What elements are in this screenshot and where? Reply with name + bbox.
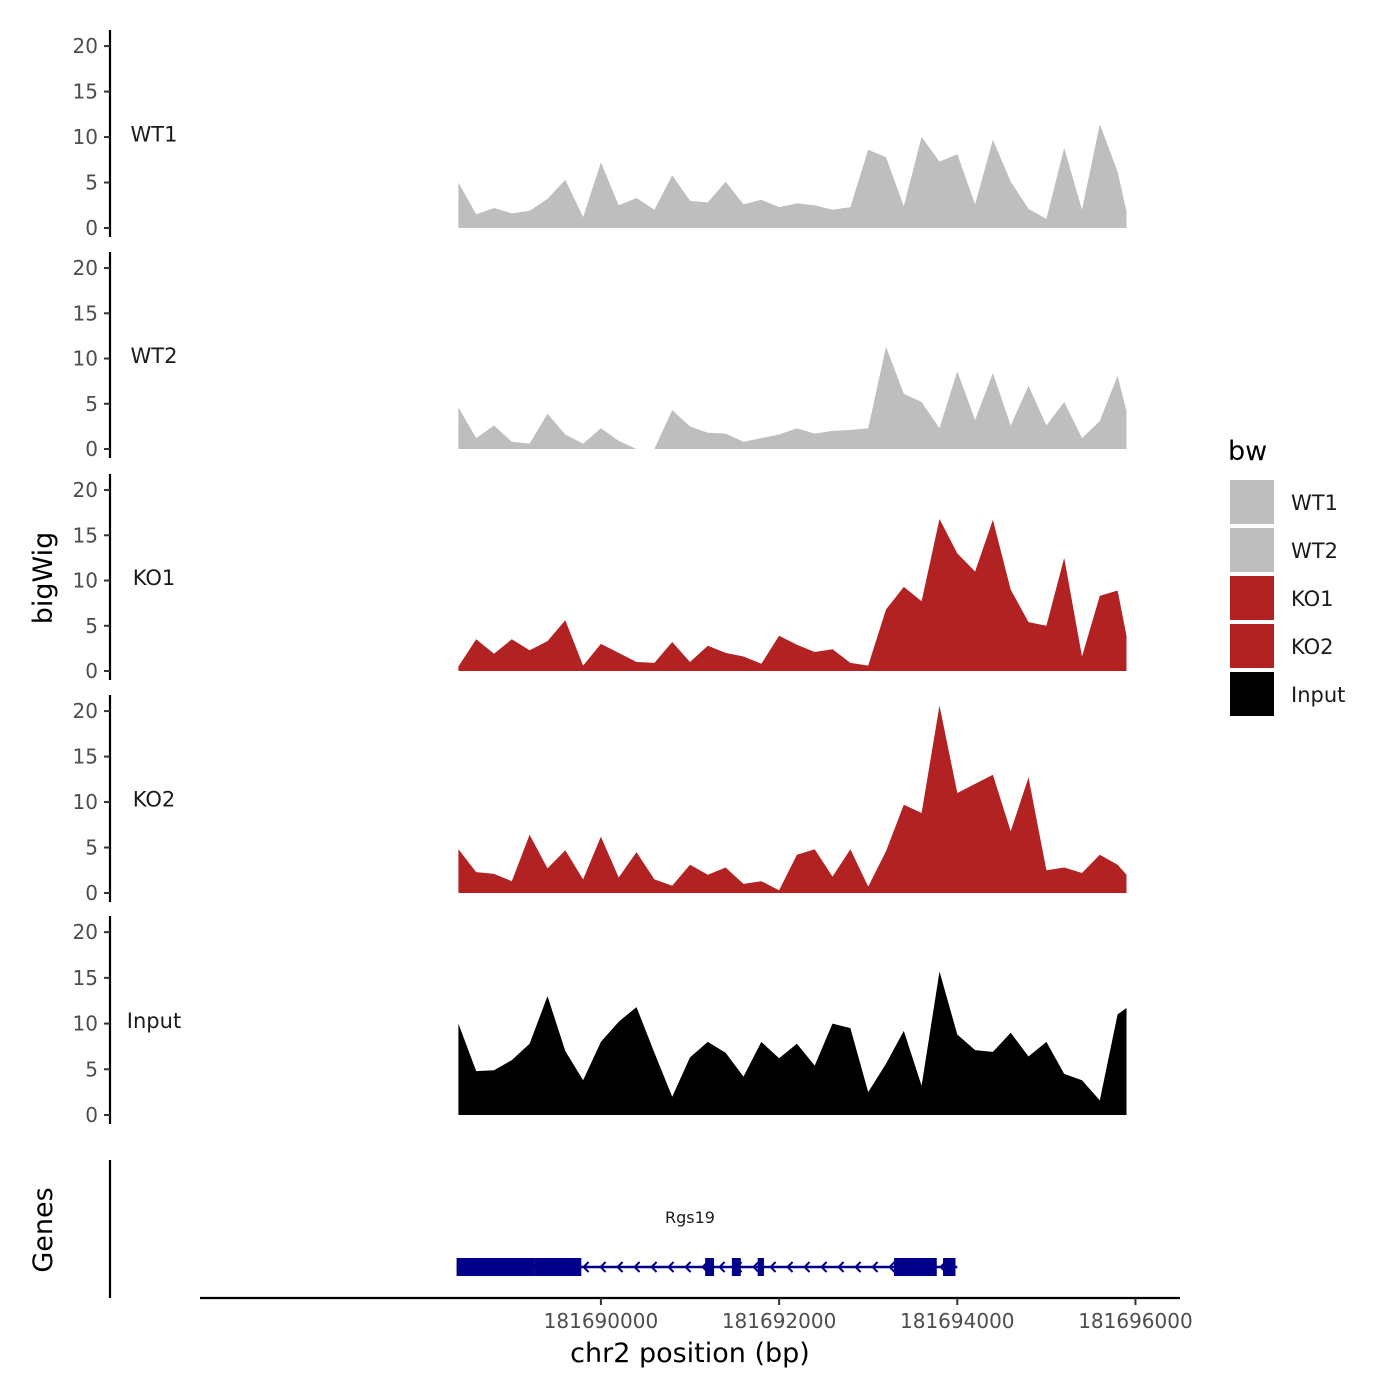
track-wt1: 0 5 10 15 20 WT1 (73, 30, 1127, 240)
strand-arrow (752, 1261, 760, 1273)
gene-exon (731, 1258, 741, 1276)
coverage-area (458, 519, 1127, 671)
y-tick-label: 0 (85, 216, 98, 240)
legend-label-ko2: KO2 (1291, 635, 1334, 659)
y-tick-label: 5 (85, 171, 98, 195)
y-tick-label: 5 (85, 614, 98, 638)
strand-arrow (633, 1261, 641, 1273)
y-tick-label: 5 (85, 392, 98, 416)
y-tick-label: 0 (85, 881, 98, 905)
y-axis-title: bigWig (28, 532, 59, 625)
coverage-area (458, 705, 1127, 893)
coverage-tracks: 0 5 10 15 20 WT1 0 5 10 15 20 WT2 0 5 10 15 20 KO1 0 5 10 15 2… (73, 30, 1127, 1127)
legend-key-wt1 (1230, 480, 1274, 524)
y-tick-label: 20 (73, 478, 98, 502)
x-tick-label: 181690000 (544, 1309, 659, 1333)
y-tick-label: 10 (73, 569, 98, 593)
strand-arrow (871, 1261, 879, 1273)
gene-exon (456, 1258, 535, 1276)
track-input: 0 5 10 15 20 Input (73, 916, 1127, 1127)
gene-exon (705, 1258, 715, 1276)
strand-arrow (616, 1261, 624, 1273)
legend-key-ko1 (1230, 576, 1274, 620)
gene-exon (894, 1258, 937, 1276)
y-tick-label: 0 (85, 1103, 98, 1127)
strand-arrow (650, 1261, 658, 1273)
track-label: Input (127, 1009, 181, 1033)
strand-arrow (667, 1261, 675, 1273)
y-tick-label: 0 (85, 437, 98, 461)
legend-label-wt1: WT1 (1291, 491, 1338, 515)
y-tick-label: 20 (73, 920, 98, 944)
track-ko1: 0 5 10 15 20 KO1 (73, 474, 1127, 683)
legend-title: bw (1228, 436, 1267, 467)
y-tick-label: 20 (73, 256, 98, 280)
x-tick-label: 181692000 (722, 1309, 837, 1333)
strand-arrow (888, 1261, 896, 1273)
track-wt2: 0 5 10 15 20 WT2 (73, 252, 1127, 461)
genes-axis-title: Genes (28, 1187, 59, 1272)
x-tick-label: 181696000 (1078, 1309, 1193, 1333)
y-tick-label: 20 (73, 699, 98, 723)
legend-key-input (1230, 672, 1274, 716)
y-tick-label: 10 (73, 347, 98, 371)
strand-arrow (769, 1261, 777, 1273)
track-label: WT1 (131, 123, 178, 147)
gene-annotation-panel: Rgs19 (108, 1160, 958, 1298)
legend-key-ko2 (1230, 624, 1274, 668)
strand-arrow (820, 1261, 828, 1273)
legend-label-wt2: WT2 (1291, 539, 1338, 563)
gene-exon (757, 1258, 764, 1276)
legend-label-ko1: KO1 (1291, 587, 1334, 611)
x-tick-label: 181694000 (900, 1309, 1015, 1333)
y-tick-label: 0 (85, 659, 98, 683)
strand-arrow (684, 1261, 692, 1273)
y-tick-label: 15 (73, 745, 98, 769)
strand-arrow (718, 1261, 726, 1273)
y-tick-label: 10 (73, 1012, 98, 1036)
track-label: KO1 (133, 566, 176, 590)
y-tick-label: 5 (85, 836, 98, 860)
coverage-area (458, 346, 1127, 449)
strand-arrow (803, 1261, 811, 1273)
y-tick-label: 10 (73, 125, 98, 149)
track-label: KO2 (133, 788, 176, 812)
y-tick-label: 10 (73, 790, 98, 814)
strand-arrow (837, 1261, 845, 1273)
y-tick-label: 20 (73, 34, 98, 58)
y-tick-label: 15 (73, 966, 98, 990)
track-ko2: 0 5 10 15 20 KO2 (73, 695, 1127, 905)
y-tick-label: 5 (85, 1057, 98, 1081)
x-axis: 181690000 181692000 181694000 181696000 (200, 1296, 1193, 1333)
coverage-area (458, 971, 1127, 1115)
strand-arrow (582, 1261, 590, 1273)
track-label: WT2 (131, 344, 178, 368)
gene-exon (943, 1258, 956, 1276)
strand-arrow (786, 1261, 794, 1273)
strand-arrow (854, 1261, 862, 1273)
legend-label-input: Input (1291, 683, 1345, 707)
strand-arrow (599, 1261, 607, 1273)
y-tick-label: 15 (73, 80, 98, 104)
x-axis-title: chr2 position (bp) (570, 1338, 810, 1369)
legend: bw WT1 WT2 KO1 KO2 Input (1228, 436, 1345, 716)
y-tick-label: 15 (73, 301, 98, 325)
gene-rgs19: Rgs19 (456, 1208, 958, 1276)
gene-exon (534, 1258, 582, 1276)
coverage-area (458, 124, 1127, 228)
gene-label: Rgs19 (665, 1208, 715, 1227)
y-tick-label: 15 (73, 523, 98, 547)
legend-key-wt2 (1230, 528, 1274, 572)
